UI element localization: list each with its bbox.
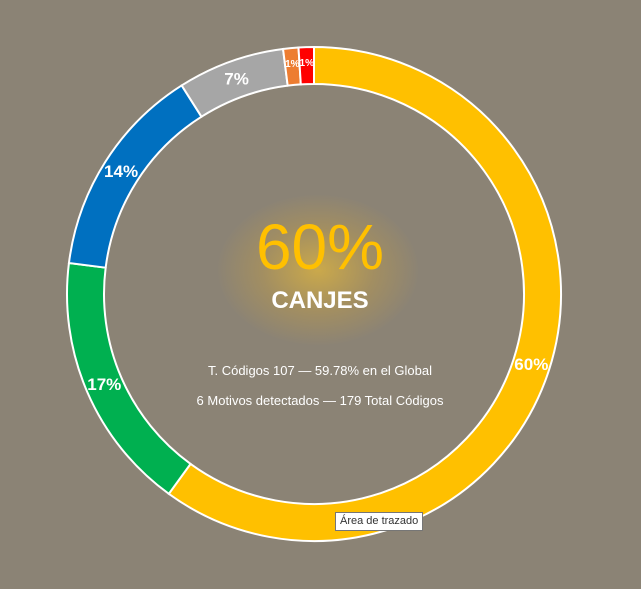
donut-slice-5 bbox=[297, 45, 315, 86]
center-glow bbox=[218, 195, 418, 345]
stat-line-motives: 6 Motivos detectados — 179 Total Códigos bbox=[196, 393, 444, 408]
center-category-label: CANJES bbox=[271, 287, 369, 314]
donut-slice-1 bbox=[66, 261, 192, 496]
donut-slice-label-1: 17% bbox=[87, 375, 121, 394]
plot-area-tooltip: Área de trazado bbox=[335, 512, 424, 531]
donut-slice-label-4: 1% bbox=[285, 59, 300, 70]
donut-slice-0 bbox=[167, 45, 562, 542]
center-percent: 60% bbox=[255, 211, 385, 283]
donut-slice-label-0: 60% bbox=[514, 355, 548, 374]
donut-slice-label-5: 1% bbox=[300, 58, 315, 69]
donut-slice-label-3: 7% bbox=[224, 70, 249, 89]
donut-slice-label-2: 14% bbox=[104, 162, 138, 181]
stat-line-codes: T. Códigos 107 — 59.78% en el Global bbox=[207, 363, 433, 378]
